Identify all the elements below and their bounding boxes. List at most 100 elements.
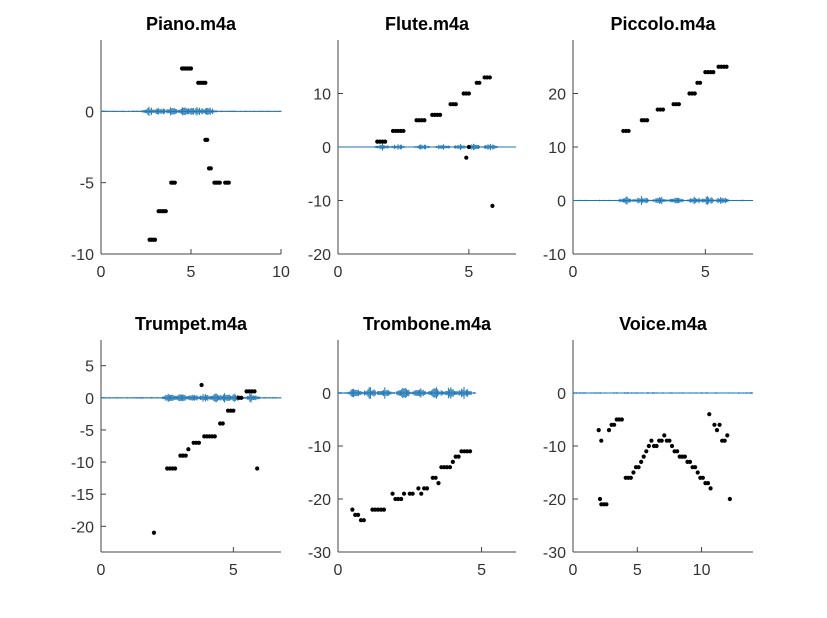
pitch-point [631, 470, 636, 475]
pitch-point [466, 144, 471, 150]
pitch-point [662, 433, 667, 438]
y-tick-label: -10 [308, 194, 331, 211]
pitch-point [697, 80, 703, 85]
pitch-point [675, 449, 680, 454]
pitch-point [376, 507, 381, 512]
pitch-point [231, 408, 236, 413]
pitch-point [646, 443, 651, 449]
pitch-point [641, 454, 646, 459]
pitch-point [424, 486, 430, 491]
pitch-point [393, 496, 398, 502]
subplot-title: Piccolo.m4a [610, 14, 716, 34]
pitch-point [439, 465, 444, 470]
pitch-point [725, 433, 730, 438]
subplot-title: Flute.m4a [385, 14, 470, 34]
pitch-point [217, 180, 222, 185]
pitch-point [437, 112, 443, 117]
y-tick-label: -30 [308, 545, 331, 562]
pitch-point [361, 518, 366, 523]
x-tick-label: 0 [334, 562, 343, 579]
pitch-point [462, 449, 467, 454]
y-tick-label: 0 [322, 386, 331, 403]
waveform [337, 387, 476, 399]
subplot-1: Piano.m4a -10 -5 0 0 5 10 [71, 14, 290, 281]
subplot-5: Trombone.m4a -30 -20 -10 0 0 5 [308, 314, 516, 579]
pitch-point [628, 475, 633, 480]
pitch-point [487, 75, 492, 80]
pitch-point [410, 491, 415, 496]
pitch-point [692, 91, 697, 96]
pitch-point [636, 465, 641, 470]
pitch-point [467, 449, 473, 454]
pitch-point [208, 166, 213, 171]
waveform [100, 106, 282, 116]
pitch-point [436, 481, 441, 486]
pitch-point [477, 80, 482, 85]
pitch-point [444, 465, 450, 470]
pitch-point [422, 486, 427, 491]
y-tick-label: -10 [543, 247, 566, 264]
pitch-point [456, 454, 461, 459]
pitch-point [465, 449, 470, 454]
pitch-point [453, 454, 458, 459]
y-tick-label: 0 [85, 391, 94, 408]
pitch-point [597, 496, 603, 502]
pitch-point [199, 382, 204, 388]
pitch-point [667, 438, 672, 443]
subplot-title: Trumpet.m4a [135, 314, 248, 334]
pitch-point [401, 128, 406, 134]
y-tick-label: 10 [313, 87, 331, 104]
pitch-point [596, 428, 601, 433]
y-tick-label: 20 [548, 87, 566, 104]
pitch-point [453, 102, 458, 107]
pitch-point [163, 209, 168, 214]
pitch-point [695, 470, 700, 475]
pitch-point [649, 438, 654, 443]
pitch-point [407, 491, 412, 496]
pitch-point [464, 155, 469, 160]
pitch-point [212, 434, 217, 439]
x-tick-label: 0 [334, 264, 343, 281]
y-tick-label: 0 [85, 104, 94, 121]
subplot-6: Voice.m4a -30 -20 -10 0 0 5 10 [543, 314, 753, 579]
y-tick-label: -20 [308, 247, 331, 264]
subplot-4: Trumpet.m4a -20 -15 -10 -5 0 5 0 5 [71, 314, 282, 579]
x-tick-label: 10 [693, 562, 711, 579]
pitch-point [490, 203, 495, 208]
x-tick-label: 5 [229, 562, 238, 579]
pitch-point [654, 443, 659, 449]
y-tick-label: 5 [85, 359, 94, 376]
pitch-point [430, 475, 435, 480]
pitch-point [707, 412, 712, 417]
pitch-point [186, 447, 191, 452]
pitch-point [399, 496, 404, 502]
pitch-point [724, 64, 729, 69]
pitch-point [619, 417, 624, 422]
pitch-point [711, 70, 716, 75]
pitch-point [693, 465, 698, 470]
pitch-point [370, 507, 375, 512]
y-tick-label: -5 [80, 176, 94, 193]
pitch-point [151, 530, 157, 535]
pitch-point [173, 466, 178, 471]
pitch-point [419, 491, 424, 496]
y-tick-label: -30 [543, 545, 566, 562]
y-tick-label: -15 [71, 487, 94, 504]
x-tick-label: 10 [272, 264, 290, 281]
pitch-point [626, 128, 631, 134]
y-tick-label: 0 [557, 386, 566, 403]
pitch-point [712, 422, 717, 427]
x-tick-label: 0 [97, 264, 106, 281]
waveform [337, 143, 517, 151]
waveform [572, 392, 753, 394]
x-tick-label: 0 [97, 562, 106, 579]
pitch-point [676, 102, 681, 107]
x-tick-label: 5 [464, 264, 473, 281]
pitch-point [599, 438, 604, 443]
pitch-point [700, 475, 705, 480]
pitch-point [687, 459, 693, 464]
x-tick-label: 5 [701, 264, 710, 281]
y-tick-label: 0 [322, 140, 331, 157]
